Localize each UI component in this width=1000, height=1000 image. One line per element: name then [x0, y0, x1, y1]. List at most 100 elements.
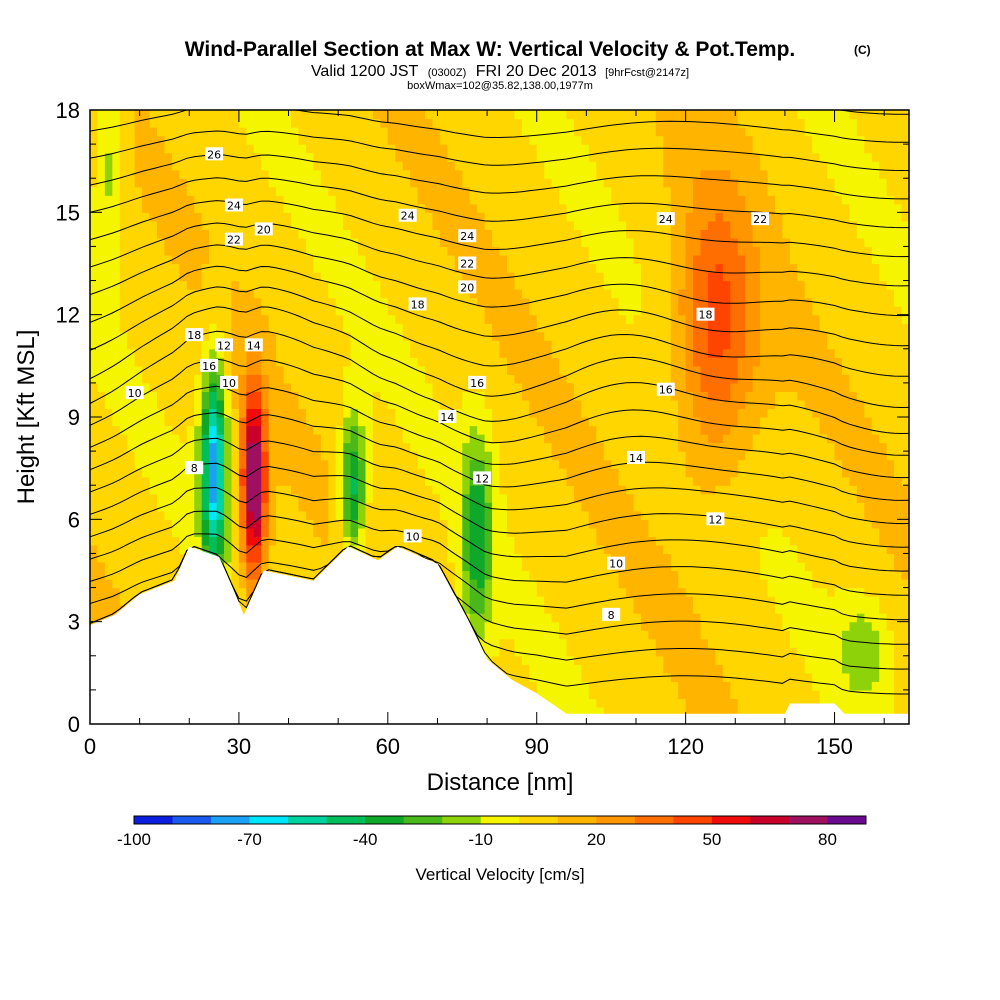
w-cell [417, 289, 426, 299]
w-cell [372, 391, 381, 401]
w-cell [425, 408, 434, 418]
w-cell [573, 561, 582, 572]
w-cell [104, 519, 113, 529]
w-cell [603, 630, 612, 640]
w-cell [112, 297, 121, 307]
w-cell [104, 186, 113, 196]
w-cell [335, 314, 344, 324]
w-cell [246, 127, 255, 137]
w-cell [350, 536, 359, 546]
w-cell [134, 169, 143, 179]
w-cell [432, 144, 441, 154]
w-cell [372, 365, 381, 375]
w-cell [253, 144, 262, 154]
w-cell [157, 519, 166, 529]
w-cell [573, 254, 582, 265]
w-cell [320, 502, 329, 512]
w-cell [417, 374, 426, 384]
w-cell [499, 306, 508, 316]
w-cell [238, 553, 247, 563]
w-cell [104, 161, 113, 171]
w-cell [521, 579, 530, 589]
w-cell [112, 195, 121, 205]
w-cell [238, 263, 247, 273]
w-cell [186, 186, 195, 196]
w-cell [365, 289, 374, 299]
w-cell [142, 561, 151, 572]
w-cell [551, 382, 560, 393]
w-cell [268, 272, 277, 282]
w-cell [127, 502, 136, 512]
w-cell [410, 289, 419, 299]
w-cell [313, 323, 322, 333]
w-cell [551, 536, 560, 546]
w-cell [343, 468, 352, 478]
w-cell [462, 587, 471, 597]
w-cell [410, 195, 419, 205]
w-cell [335, 152, 344, 162]
w-cell [90, 596, 99, 606]
w-cell [246, 442, 255, 452]
w-cell [536, 246, 545, 256]
w-cell [335, 374, 344, 384]
w-cell [298, 510, 307, 520]
w-cell [559, 579, 568, 589]
w-cell [127, 212, 136, 222]
w-cell [469, 621, 478, 631]
w-cell [365, 459, 374, 469]
w-cell [484, 647, 493, 657]
w-cell [119, 391, 128, 401]
w-cell [417, 212, 426, 222]
w-cell [149, 229, 158, 239]
w-cell [402, 357, 411, 367]
w-cell [454, 485, 463, 495]
w-cell [276, 331, 285, 341]
w-cell [104, 331, 113, 341]
w-cell [305, 331, 314, 341]
w-cell [298, 263, 307, 273]
w-cell [380, 399, 389, 410]
w-cell [186, 527, 195, 537]
w-cell [350, 135, 359, 145]
w-cell [581, 331, 590, 341]
w-cell [209, 451, 218, 461]
w-cell [425, 186, 434, 196]
w-cell [387, 161, 396, 171]
w-cell [395, 254, 404, 265]
w-cell [157, 263, 166, 273]
w-cell [171, 144, 180, 154]
w-cell [514, 527, 523, 537]
w-cell [387, 254, 396, 265]
w-cell [484, 596, 493, 606]
w-cell [224, 118, 233, 128]
w-cell [142, 391, 151, 401]
w-cell [358, 272, 367, 282]
w-cell [410, 340, 419, 350]
w-cell [157, 391, 166, 401]
w-cell [365, 434, 374, 444]
w-cell [261, 289, 270, 299]
w-cell [97, 263, 106, 273]
w-cell [365, 391, 374, 401]
w-cell [231, 348, 240, 358]
w-cell [425, 178, 434, 188]
w-cell [395, 502, 404, 512]
w-cell [335, 323, 344, 333]
w-cell [395, 365, 404, 375]
w-cell [201, 178, 210, 188]
w-cell [298, 110, 307, 120]
w-cell [410, 203, 419, 213]
w-cell [358, 527, 367, 537]
w-cell [246, 527, 255, 537]
w-cell [439, 110, 448, 120]
w-cell [298, 408, 307, 418]
w-cell [417, 306, 426, 316]
w-cell [529, 596, 538, 606]
w-cell [380, 272, 389, 282]
w-cell [216, 237, 225, 248]
w-cell [179, 144, 188, 154]
w-cell [179, 536, 188, 546]
w-cell [246, 186, 255, 196]
w-cell [484, 587, 493, 597]
w-cell [97, 459, 106, 469]
